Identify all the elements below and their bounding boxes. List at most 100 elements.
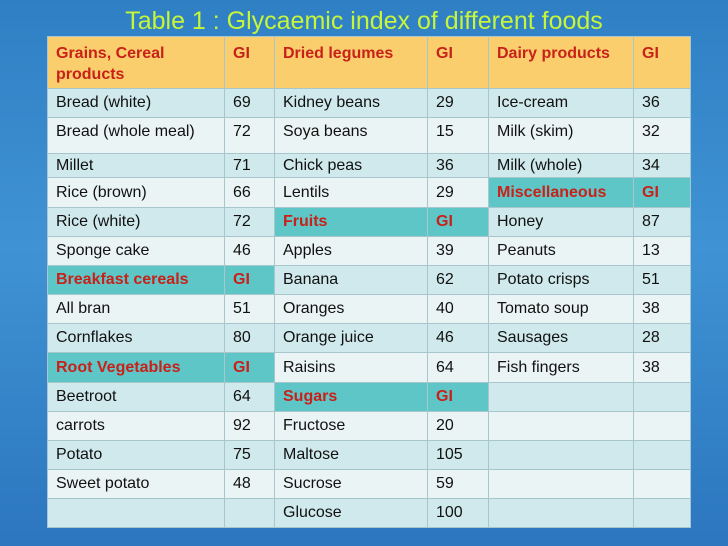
- cell-gi-grains: 66: [224, 177, 275, 208]
- cell-gi-grains: 46: [224, 236, 275, 266]
- cell-item-legumes: Glucose: [274, 498, 428, 528]
- table-row: Glucose 100: [47, 498, 691, 528]
- header-grains: Grains, Cereal products: [47, 36, 225, 89]
- table-row: Bread (white) 69 Kidney beans 29 Ice-cream 36: [47, 88, 691, 118]
- cell-gi-dairy: 38: [633, 352, 691, 383]
- table-row: Millet 71 Chick peas 36 Milk (whole) 34: [47, 153, 691, 178]
- table-header-row: Grains, Cereal products GI Dried legumes…: [47, 36, 691, 89]
- table-row: Beetroot 64 Sugars GI: [47, 382, 691, 412]
- cell-item-legumes: Raisins: [274, 352, 428, 383]
- cell-item-legumes: Orange juice: [274, 323, 428, 353]
- cell-gi-legumes: 105: [427, 440, 489, 470]
- cell-gi-legumes: 62: [427, 265, 489, 295]
- header-dairy: Dairy products: [488, 36, 634, 89]
- cell-gi-dairy: 32: [633, 117, 691, 154]
- cell-item-legumes: Sucrose: [274, 469, 428, 499]
- cell-item-grains: Rice (brown): [47, 177, 225, 208]
- cell-gi-dairy: [633, 411, 691, 441]
- cell-item-legumes: Lentils: [274, 177, 428, 208]
- cell-gi-legumes: 100: [427, 498, 489, 528]
- cell-gi-grains: 51: [224, 294, 275, 324]
- cell-gi-legumes: 39: [427, 236, 489, 266]
- cell-item-legumes: Chick peas: [274, 153, 428, 178]
- cell-item-dairy: Potato crisps: [488, 265, 634, 295]
- cell-item-grains: Cornflakes: [47, 323, 225, 353]
- cell-gi-legumes: 64: [427, 352, 489, 383]
- table-row: Potato 75 Maltose 105: [47, 440, 691, 470]
- cell-gi-dairy: [633, 382, 691, 412]
- cell-item-dairy: Sausages: [488, 323, 634, 353]
- cell-gi-dairy: 28: [633, 323, 691, 353]
- header-legumes: Dried legumes: [274, 36, 428, 89]
- cell-gi-legumes: 29: [427, 177, 489, 208]
- cell-item-dairy: Tomato soup: [488, 294, 634, 324]
- cell-item-grains: [47, 498, 225, 528]
- cell-item-legumes: Soya beans: [274, 117, 428, 154]
- category-header-cell: Breakfast cereals: [47, 265, 225, 295]
- cell-item-dairy: [488, 411, 634, 441]
- table-row: Cornflakes 80 Orange juice 46 Sausages 28: [47, 323, 691, 353]
- cell-gi-grains: 69: [224, 88, 275, 118]
- cell-gi-dairy: [633, 498, 691, 528]
- cell-item-dairy: Peanuts: [488, 236, 634, 266]
- header-gi-dairy: GI: [633, 36, 691, 89]
- header-gi-legumes: GI: [427, 36, 489, 89]
- cell-item-grains: Rice (white): [47, 207, 225, 237]
- category-header-cell: Root Vegetables: [47, 352, 225, 383]
- cell-item-legumes: Oranges: [274, 294, 428, 324]
- cell-gi-grains: 72: [224, 117, 275, 154]
- cell-gi-legumes: 46: [427, 323, 489, 353]
- cell-item-dairy: [488, 440, 634, 470]
- table-row: carrots 92 Fructose 20: [47, 411, 691, 441]
- table-row: Rice (white) 72 Fruits GI Honey 87: [47, 207, 691, 237]
- cell-item-legumes: Kidney beans: [274, 88, 428, 118]
- cell-item-dairy: [488, 382, 634, 412]
- cell-item-dairy: Fish fingers: [488, 352, 634, 383]
- cell-item-dairy: Milk (skim): [488, 117, 634, 154]
- cell-gi-grains: 71: [224, 153, 275, 178]
- table-row: Sweet potato 48 Sucrose 59: [47, 469, 691, 499]
- cell-item-legumes: Fructose: [274, 411, 428, 441]
- category-header-cell: GI: [427, 207, 489, 237]
- cell-gi-dairy: 36: [633, 88, 691, 118]
- category-header-cell: GI: [224, 352, 275, 383]
- cell-item-legumes: Apples: [274, 236, 428, 266]
- cell-gi-dairy: 87: [633, 207, 691, 237]
- category-header-cell: Sugars: [274, 382, 428, 412]
- cell-gi-dairy: 38: [633, 294, 691, 324]
- cell-item-grains: Sponge cake: [47, 236, 225, 266]
- cell-item-dairy: [488, 469, 634, 499]
- cell-gi-legumes: 15: [427, 117, 489, 154]
- cell-gi-dairy: [633, 469, 691, 499]
- cell-item-legumes: Maltose: [274, 440, 428, 470]
- table-row: All bran 51 Oranges 40 Tomato soup 38: [47, 294, 691, 324]
- table-row: Bread (whole meal) 72 Soya beans 15 Milk (sk…: [47, 117, 691, 154]
- table-row: Sponge cake 46 Apples 39 Peanuts 13: [47, 236, 691, 266]
- cell-item-grains: Sweet potato: [47, 469, 225, 499]
- category-header-cell: GI: [427, 382, 489, 412]
- cell-gi-legumes: 59: [427, 469, 489, 499]
- cell-item-grains: Bread (white): [47, 88, 225, 118]
- cell-gi-grains: [224, 498, 275, 528]
- cell-item-legumes: Banana: [274, 265, 428, 295]
- slide-title: Table 1 : Glycaemic index of different f…: [125, 7, 603, 35]
- category-header-cell: Fruits: [274, 207, 428, 237]
- cell-gi-legumes: 29: [427, 88, 489, 118]
- cell-gi-dairy: 34: [633, 153, 691, 178]
- cell-gi-grains: 92: [224, 411, 275, 441]
- cell-item-grains: All bran: [47, 294, 225, 324]
- table-row: Breakfast cereals GI Banana 62 Potato crisps…: [47, 265, 691, 295]
- cell-gi-grains: 75: [224, 440, 275, 470]
- cell-item-grains: Beetroot: [47, 382, 225, 412]
- cell-item-dairy: [488, 498, 634, 528]
- cell-gi-dairy: 13: [633, 236, 691, 266]
- cell-gi-legumes: 20: [427, 411, 489, 441]
- cell-gi-legumes: 36: [427, 153, 489, 178]
- category-header-cell: GI: [224, 265, 275, 295]
- cell-gi-dairy: [633, 440, 691, 470]
- category-header-cell: Miscellaneous: [488, 177, 634, 208]
- cell-item-grains: Millet: [47, 153, 225, 178]
- table-row: Root Vegetables GI Raisins 64 Fish fingers 38: [47, 352, 691, 383]
- table-row: Rice (brown) 66 Lentils 29 Miscellaneous GI: [47, 177, 691, 208]
- cell-gi-grains: 64: [224, 382, 275, 412]
